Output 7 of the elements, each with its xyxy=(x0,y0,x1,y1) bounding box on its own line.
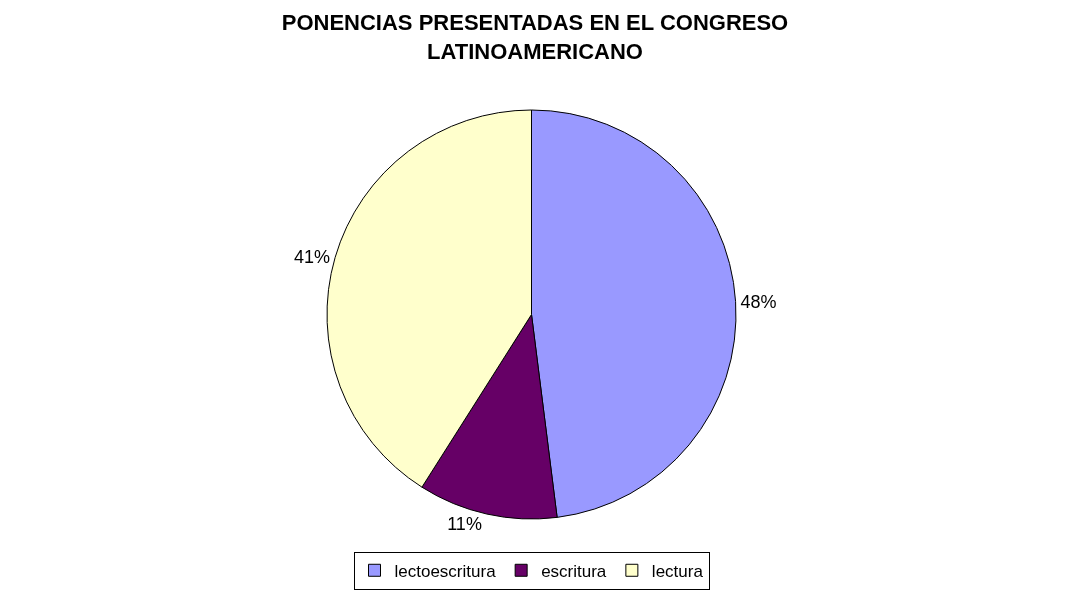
chart-title: PONENCIAS PRESENTADAS EN EL CONGRESO LATINOAMERICANO xyxy=(281,10,789,64)
data-label: 11% xyxy=(447,513,482,534)
data-label: 41% xyxy=(294,246,331,267)
legend-label: lectura xyxy=(651,561,704,581)
legend-label: lectoescritura xyxy=(394,561,497,581)
legend-label: escritura xyxy=(541,561,607,581)
data-label: 48% xyxy=(740,291,777,312)
